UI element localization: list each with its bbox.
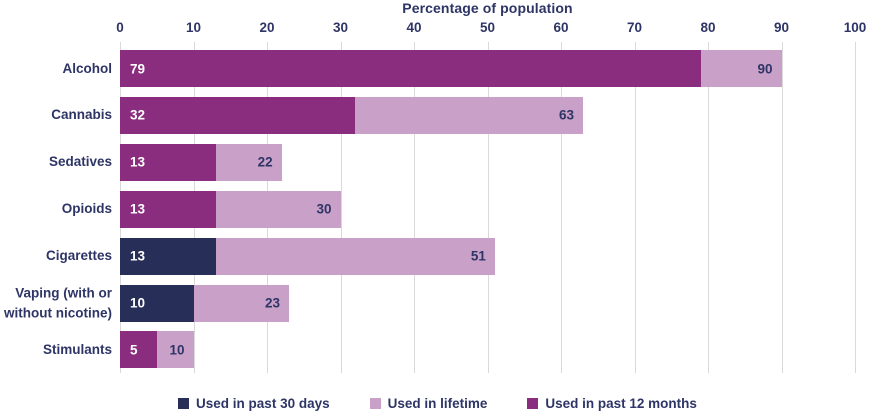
plot-area: 90 79 63 32 22 13 30 13 51 13 23 10 10 5 — [120, 42, 856, 373]
x-tick-label: 70 — [626, 20, 643, 35]
bar-value-label-lifetime: 22 — [257, 154, 273, 170]
legend: Used in past 30 days Used in lifetime Used… — [0, 394, 875, 412]
x-tick-label: 80 — [700, 20, 716, 35]
gridline — [487, 42, 489, 373]
category-label: Stimulants — [42, 342, 112, 358]
bar-value-label-inner: 79 — [130, 61, 146, 76]
x-tick-label: 50 — [479, 20, 496, 35]
legend-label: Used in past 30 days — [196, 395, 330, 411]
legend-swatch — [527, 397, 539, 409]
gridline — [708, 42, 709, 373]
past-12-months-bar: 32 — [120, 96, 356, 134]
bar-value-label-inner: 10 — [130, 295, 146, 311]
legend-swatch — [369, 397, 381, 409]
past-30-days-bar: 13 — [120, 237, 216, 275]
gridline — [634, 42, 636, 373]
bar-value-label-inner: 13 — [130, 248, 146, 264]
x-tick-label: 90 — [773, 20, 790, 35]
x-tick-label: 40 — [406, 20, 422, 35]
x-tick-label: 100 — [843, 20, 867, 35]
past-30-days-bar: 10 — [120, 284, 194, 322]
bar-value-label-lifetime: 10 — [169, 342, 185, 358]
bar-value-label-lifetime: 90 — [757, 61, 773, 76]
category-label: Vaping (with or without nicotine) — [4, 285, 112, 320]
gridline — [855, 42, 856, 373]
gridline — [340, 42, 342, 373]
x-tick-label: 60 — [553, 20, 569, 35]
legend-label: Used in lifetime — [387, 395, 488, 411]
category-label: Alcohol — [62, 60, 113, 76]
past-12-months-bar: 13 — [120, 143, 216, 181]
bar-value-label-lifetime: 30 — [316, 201, 332, 217]
category-label: Opioids — [61, 201, 112, 217]
bar-value-label-lifetime: 51 — [470, 248, 486, 264]
legend-item: Used in lifetime — [369, 395, 488, 411]
x-tick-label: 10 — [185, 20, 202, 35]
x-tick-label: 20 — [259, 20, 275, 35]
legend-item: Used in past 30 days — [178, 396, 330, 411]
chart-title: Percentage of population — [402, 0, 573, 16]
bar-value-label-lifetime: 23 — [265, 295, 281, 311]
category-label: Sedatives — [48, 154, 112, 170]
legend-swatch — [178, 397, 190, 409]
gridline — [561, 42, 562, 373]
bar-value-label-lifetime: 63 — [559, 107, 575, 123]
category-label: Cigarettes — [45, 248, 112, 264]
gridline — [781, 42, 783, 373]
bar-value-label-inner: 32 — [130, 107, 146, 123]
past-12-months-bar: 13 — [120, 190, 216, 228]
legend-label: Used in past 12 months — [545, 395, 697, 411]
past-12-months-bar: 79 — [120, 50, 701, 87]
bar-value-label-inner: 13 — [130, 201, 146, 217]
past-12-months-bar: 5 — [120, 331, 157, 369]
category-label: Cannabis — [51, 107, 112, 123]
x-tick-label: 30 — [332, 20, 349, 35]
x-tick-label: 0 — [116, 20, 124, 35]
bar-value-label-inner: 13 — [130, 154, 146, 170]
bar-value-label-inner: 5 — [130, 342, 138, 358]
legend-item: Used in past 12 months — [527, 396, 697, 411]
gridline — [414, 42, 415, 373]
